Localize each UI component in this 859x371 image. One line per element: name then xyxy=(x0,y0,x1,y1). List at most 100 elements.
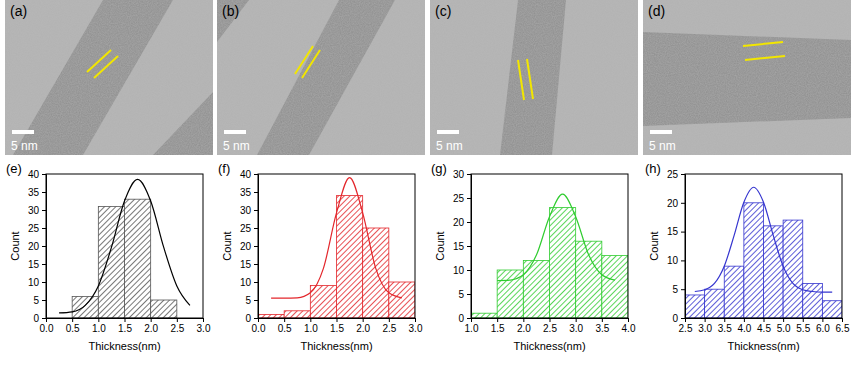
y-tick-label: 5 xyxy=(458,289,464,300)
y-tick-mark xyxy=(467,294,471,295)
x-tick-label: 2.5 xyxy=(170,323,184,334)
x-tick-mark xyxy=(415,318,416,322)
x-tick: 3.5 xyxy=(595,318,609,334)
x-tick-label: 4.0 xyxy=(737,323,751,334)
bar xyxy=(151,300,177,318)
scale-bar-label: 5 nm xyxy=(649,139,676,153)
fit-curve xyxy=(497,194,615,280)
y-tick-mark xyxy=(467,246,471,247)
x-axis: 1.01.52.02.53.03.54.0 xyxy=(465,318,636,334)
x-tick-label: 4.5 xyxy=(757,323,771,334)
bar xyxy=(258,314,284,318)
y-tick-mark xyxy=(681,203,685,204)
noise xyxy=(430,0,638,155)
micrograph-body xyxy=(5,0,213,155)
x-tick-mark xyxy=(72,318,73,322)
x-tick-mark xyxy=(177,318,178,322)
y-tick-mark xyxy=(42,300,46,301)
x-tick: 4.0 xyxy=(622,318,636,334)
y-tick: 10 xyxy=(28,277,46,288)
y-tick-label: 30 xyxy=(28,205,40,216)
plot-area xyxy=(258,178,415,318)
x-tick: 1.5 xyxy=(330,318,344,334)
panel-label: (a) xyxy=(10,3,27,19)
y-tick: 0 xyxy=(458,313,471,324)
y-tick-mark xyxy=(42,246,46,247)
y-tick: 20 xyxy=(240,241,258,252)
y-tick: 20 xyxy=(28,241,46,252)
x-tick: 3.0 xyxy=(197,318,211,334)
y-tick: 40 xyxy=(28,169,46,180)
scale-bar-label: 5 nm xyxy=(436,139,463,153)
bar xyxy=(72,296,98,318)
bar xyxy=(705,289,725,318)
bar xyxy=(803,283,823,318)
y-tick-mark xyxy=(254,282,258,283)
y-tick: 10 xyxy=(240,277,258,288)
noise xyxy=(643,0,851,155)
bar xyxy=(783,220,803,318)
y-axis: 0510152025 xyxy=(667,169,686,324)
y-tick-label: 35 xyxy=(240,187,252,198)
y-tick: 10 xyxy=(453,265,471,276)
x-tick-label: 2.5 xyxy=(679,323,693,334)
bar xyxy=(744,203,764,318)
panel-label: (h) xyxy=(645,161,661,176)
x-tick: 1.0 xyxy=(304,318,318,334)
x-tick-mark xyxy=(203,318,204,322)
y-tick-mark xyxy=(254,300,258,301)
y-tick: 10 xyxy=(667,255,685,266)
x-axis: 2.53.03.54.04.55.05.56.06.5 xyxy=(679,318,850,334)
y-tick-mark xyxy=(254,210,258,211)
y-axis-line xyxy=(254,175,259,319)
measure-line xyxy=(745,56,785,60)
bar xyxy=(550,208,576,318)
bar xyxy=(310,286,336,318)
y-tick: 15 xyxy=(28,259,46,270)
figure: (a)5 nm(b)5 nm(c)5 nm(d)5 nm0.00.51.01.5… xyxy=(0,0,859,371)
x-axis-title: Thickness(nm) xyxy=(300,340,372,352)
y-tick-mark xyxy=(467,318,471,319)
y-axis-title: Count xyxy=(221,231,233,260)
plot-frame xyxy=(46,174,203,318)
x-tick-mark xyxy=(98,318,99,322)
y-tick: 15 xyxy=(240,259,258,270)
x-tick-mark xyxy=(151,318,152,322)
panel-label: (b) xyxy=(222,3,239,19)
x-axis: 0.00.51.01.52.02.53.0 xyxy=(40,318,211,334)
x-tick-mark xyxy=(628,318,629,322)
x-tick: 1.5 xyxy=(118,318,132,334)
background xyxy=(217,0,425,155)
measure-line xyxy=(743,42,783,46)
y-axis: 0510152025303540 xyxy=(28,169,47,324)
x-tick: 3.0 xyxy=(569,318,583,334)
panel-label: (f) xyxy=(218,161,230,176)
y-tick-mark xyxy=(254,174,258,175)
x-tick-label: 3.5 xyxy=(718,323,732,334)
y-tick: 25 xyxy=(240,223,258,234)
plot-area xyxy=(685,187,842,318)
x-tick-mark xyxy=(842,318,843,322)
plot-frame xyxy=(685,174,842,318)
y-tick-label: 5 xyxy=(33,295,39,306)
y-tick-label: 15 xyxy=(453,241,465,252)
y-tick: 15 xyxy=(453,241,471,252)
x-tick-mark xyxy=(389,318,390,322)
x-tick-label: 6.5 xyxy=(836,323,850,334)
y-axis-line xyxy=(681,175,686,319)
x-tick: 0.0 xyxy=(40,318,54,334)
x-tick-label: 2.0 xyxy=(517,323,531,334)
bar xyxy=(523,260,549,318)
y-tick-label: 5 xyxy=(672,284,678,295)
y-axis-title: Count xyxy=(9,231,21,260)
x-tick-label: 3.0 xyxy=(197,323,211,334)
micrograph-body xyxy=(643,0,851,155)
bar xyxy=(685,295,705,318)
x-tick: 1.0 xyxy=(92,318,106,334)
y-tick-mark xyxy=(467,270,471,271)
background xyxy=(5,0,213,155)
y-tick-label: 35 xyxy=(28,187,40,198)
y-tick-label: 15 xyxy=(28,259,40,270)
x-tick: 6.0 xyxy=(816,318,830,334)
x-tick-mark xyxy=(363,318,364,322)
